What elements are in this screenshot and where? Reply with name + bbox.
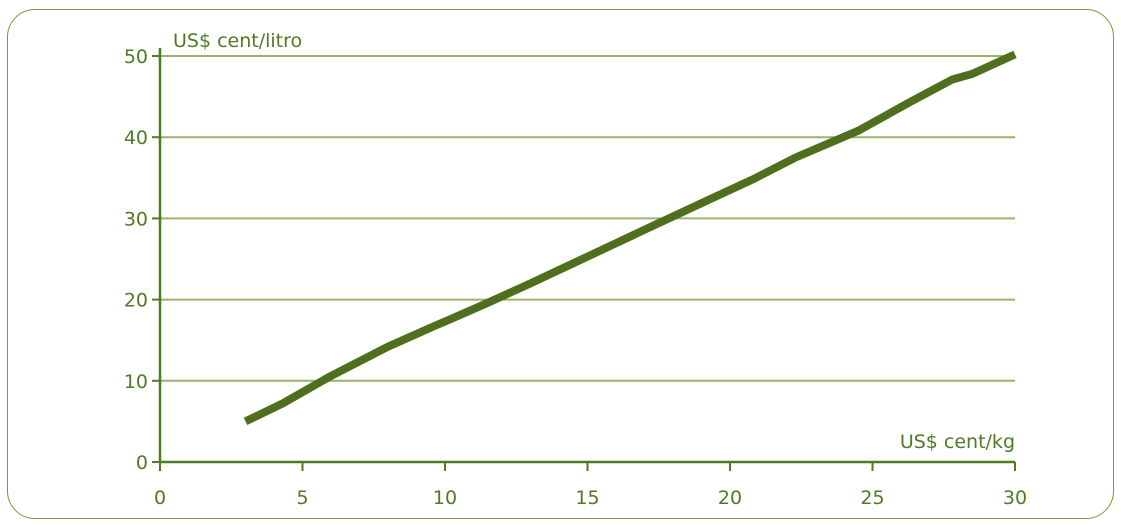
x-axis-label: US$ cent/kg: [900, 431, 1015, 453]
x-tick-label: 25: [860, 487, 884, 509]
y-tick-label: 0: [136, 452, 148, 474]
chart-frame: [7, 9, 1114, 519]
x-tick-label: 15: [575, 487, 599, 509]
series-line: [243, 50, 1017, 426]
y-tick-label: 40: [124, 127, 148, 149]
y-tick-label: 10: [124, 371, 148, 393]
y-axis-label: US$ cent/litro: [173, 30, 302, 52]
y-tick-label: 50: [124, 46, 148, 68]
x-tick-label: 20: [718, 487, 742, 509]
tick-marks: [152, 55, 1016, 471]
x-tick-label: 10: [433, 487, 457, 509]
y-tick-label: 30: [124, 208, 148, 230]
tick-labels: 0 10 20 30 40 50 0 5 10 15 20 25 30: [124, 46, 1027, 509]
x-tick-label: 5: [296, 487, 308, 509]
x-tick-label: 0: [154, 487, 166, 509]
gridlines: [160, 55, 1015, 382]
x-tick-label: 30: [1003, 487, 1027, 509]
y-tick-label: 20: [124, 290, 148, 312]
